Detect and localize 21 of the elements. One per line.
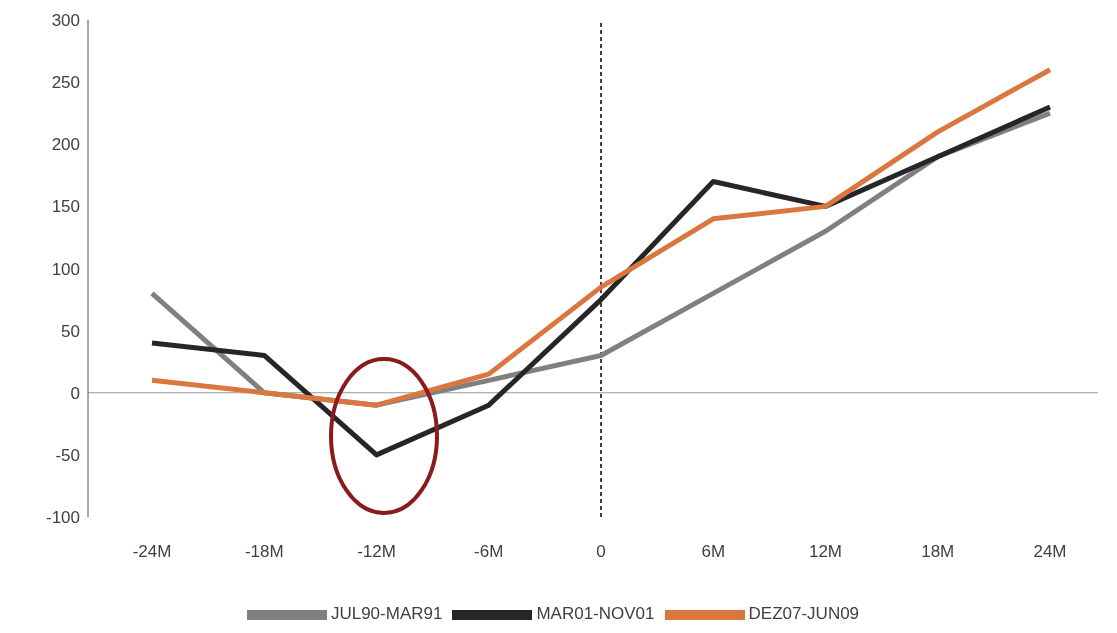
y-tick-label: -50 <box>55 445 80 465</box>
x-tick-label: 12M <box>808 542 843 562</box>
x-tick-label: 6M <box>701 542 726 562</box>
x-tick-label: -24M <box>132 542 172 562</box>
y-tick-label: 0 <box>70 383 80 403</box>
x-tick-label: -12M <box>357 542 396 562</box>
legend-label: MAR01-NOV01 <box>536 604 655 624</box>
y-tick-label: 300 <box>51 11 80 31</box>
y-tick-label: 150 <box>51 197 80 217</box>
legend-label: JUL90-MAR91 <box>330 604 443 624</box>
x-tick-label: 24M <box>1033 542 1067 562</box>
x-tick-label: 18M <box>921 542 955 562</box>
y-tick-label: 50 <box>61 321 80 341</box>
y-tick-label: -100 <box>45 508 80 528</box>
y-tick-label: 200 <box>51 135 80 155</box>
x-tick-label: -18M <box>244 542 284 562</box>
x-tick-label: -6M <box>474 542 504 562</box>
x-tick-label: 0 <box>596 542 606 562</box>
legend-label: DEZ07-JUN09 <box>748 604 860 624</box>
y-tick-label: 250 <box>51 73 80 93</box>
y-tick-label: 100 <box>51 259 80 279</box>
